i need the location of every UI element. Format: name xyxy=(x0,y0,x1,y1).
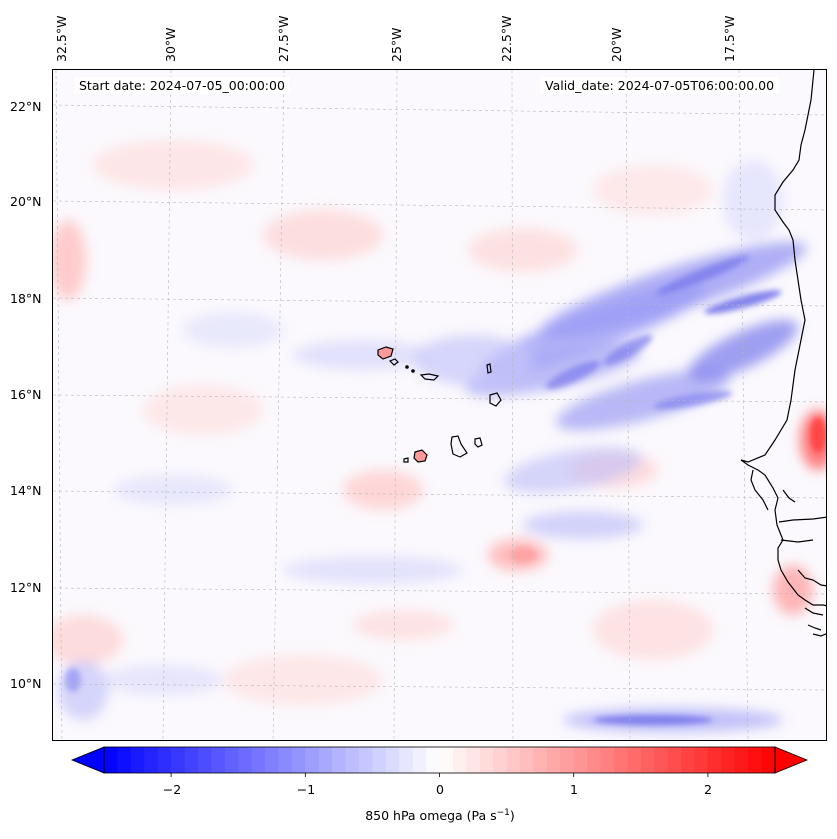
colorbar-step xyxy=(707,747,722,773)
colorbar-step xyxy=(721,747,736,773)
colorbar-step xyxy=(748,747,763,773)
colorbar-step xyxy=(358,747,373,773)
omega-field-detail xyxy=(65,255,826,725)
colorbar-label-exponent: −1 xyxy=(496,808,510,818)
colorbar-tick-label: 1 xyxy=(570,782,578,797)
colorbar-step xyxy=(627,747,642,773)
colorbar-step xyxy=(332,747,347,773)
colorbar-step xyxy=(238,747,253,773)
colorbar-step xyxy=(197,747,212,773)
colorbar-step xyxy=(399,747,414,773)
colorbar-step xyxy=(734,747,749,773)
latitude-label: 18°N xyxy=(10,291,42,306)
cape-verde-islands xyxy=(377,346,502,463)
colorbar-step xyxy=(667,747,682,773)
colorbar-step xyxy=(426,747,440,773)
colorbar-step xyxy=(681,747,695,773)
colorbar-step xyxy=(587,747,602,773)
valid-date-label: Valid_date: 2024-07-05T06:00:00.00 xyxy=(540,77,780,94)
colorbar-step xyxy=(224,747,239,773)
colorbar-step xyxy=(533,747,548,773)
colorbar-step xyxy=(452,747,467,773)
omega-map xyxy=(53,70,826,740)
colorbar-step xyxy=(761,747,776,773)
colorbar-step xyxy=(184,747,199,773)
colorbar-step xyxy=(573,747,588,773)
colorbar-step xyxy=(265,747,279,773)
map-panel xyxy=(52,69,827,741)
colorbar-tick-label: 0 xyxy=(436,782,444,797)
latitude-label: 16°N xyxy=(10,387,42,402)
latitude-label: 20°N xyxy=(10,194,42,209)
colorbar-step xyxy=(546,747,561,773)
longitude-label: 22.5°W xyxy=(499,15,514,62)
african-coastline xyxy=(740,70,826,637)
longitude-label: 32.5°W xyxy=(54,15,69,62)
colorbar-extend-high xyxy=(774,746,809,774)
colorbar-step xyxy=(640,747,655,773)
longitude-label: 20°W xyxy=(609,27,624,62)
colorbar-step xyxy=(130,747,145,773)
colorbar-step xyxy=(493,747,508,773)
latitude-label: 12°N xyxy=(10,580,42,595)
gridlines xyxy=(53,70,826,740)
colorbar-label-close: ) xyxy=(509,808,515,824)
colorbar-step xyxy=(144,747,159,773)
colorbar-step xyxy=(171,747,186,773)
colorbar-tick-label: −2 xyxy=(162,782,182,797)
colorbar-step xyxy=(654,747,669,773)
latitude-label: 14°N xyxy=(10,483,42,498)
colorbar-step xyxy=(506,747,521,773)
colorbar-step xyxy=(600,747,615,773)
colorbar-step xyxy=(157,747,172,773)
colorbar-tick-label: 2 xyxy=(704,782,712,797)
colorbar-steps xyxy=(104,747,776,773)
colorbar-step xyxy=(305,747,320,773)
start-date-label: Start date: 2024-07-05_00:00:00 xyxy=(74,77,290,94)
colorbar-ticks xyxy=(170,773,709,777)
colorbar-step xyxy=(412,747,427,773)
colorbar-step xyxy=(466,747,481,773)
colorbar-label-text: 850 hPa omega (Pa s xyxy=(365,808,497,824)
colorbar xyxy=(70,746,809,777)
longitude-label: 30°W xyxy=(163,27,178,62)
colorbar-step xyxy=(439,747,454,773)
longitude-label: 27.5°W xyxy=(276,15,291,62)
colorbar-extend-low xyxy=(70,746,105,774)
longitude-label: 25°W xyxy=(389,27,404,62)
colorbar-step xyxy=(291,747,306,773)
colorbar-step xyxy=(694,747,709,773)
colorbar-step xyxy=(278,747,293,773)
latitude-label: 22°N xyxy=(10,99,42,114)
colorbar-step xyxy=(613,747,628,773)
colorbar-step xyxy=(211,747,226,773)
colorbar-label: 850 hPa omega (Pa s−1) xyxy=(365,808,515,823)
colorbar-tick-label: −1 xyxy=(296,782,316,797)
colorbar-step xyxy=(117,747,132,773)
colorbar-step xyxy=(251,747,266,773)
colorbar-step xyxy=(560,747,575,773)
longitude-label: 17.5°W xyxy=(722,15,737,62)
colorbar-step xyxy=(385,747,400,773)
colorbar-step xyxy=(479,747,494,773)
latitude-label: 10°N xyxy=(10,676,42,691)
colorbar-step xyxy=(104,747,118,773)
omega-field xyxy=(53,140,826,732)
colorbar-step xyxy=(318,747,333,773)
colorbar-step xyxy=(520,747,534,773)
colorbar-step xyxy=(372,747,387,773)
colorbar-step xyxy=(345,747,360,773)
